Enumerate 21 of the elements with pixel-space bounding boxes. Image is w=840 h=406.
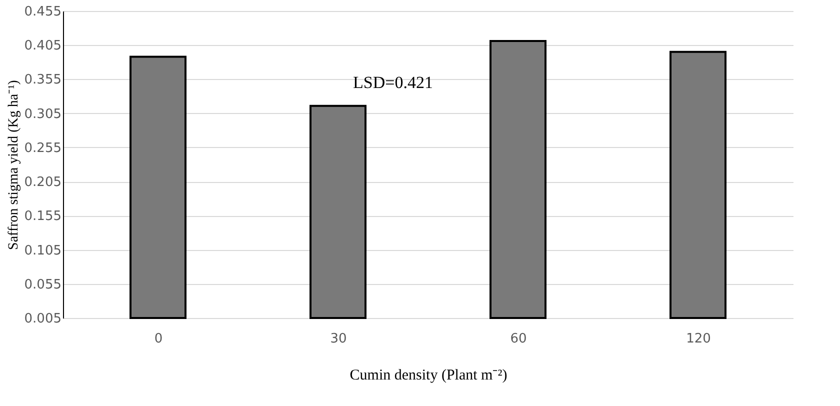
y-axis-title: Saffron stigma yield (Kg ha⁻¹)	[6, 80, 22, 250]
x-tick-label: 30	[330, 332, 347, 346]
y-tick-label: 0.155	[24, 209, 62, 224]
y-tick-label: 0.255	[24, 140, 62, 156]
x-tick-label: 120	[686, 332, 711, 346]
y-tick-label: 0.355	[24, 72, 62, 88]
x-tick-label: 60	[510, 332, 527, 346]
x-tick-label: 0	[154, 332, 163, 346]
bar	[670, 50, 726, 319]
y-tick-label: 0.205	[24, 175, 62, 190]
bar	[490, 40, 546, 319]
y-tick-label: 0.005	[24, 312, 62, 326]
y-tick-label: 0.305	[24, 106, 62, 122]
y-tick-label: 0.105	[24, 243, 62, 258]
y-tick-label: 0.455	[24, 4, 62, 20]
bar	[130, 56, 186, 319]
bar	[310, 104, 366, 319]
annotation: LSD=0.421	[353, 73, 433, 92]
y-tick-label: 0.405	[24, 38, 62, 54]
x-axis-title: Cumin density (Plant m⁻²)	[350, 368, 508, 384]
y-tick-label: 0.055	[24, 277, 62, 292]
